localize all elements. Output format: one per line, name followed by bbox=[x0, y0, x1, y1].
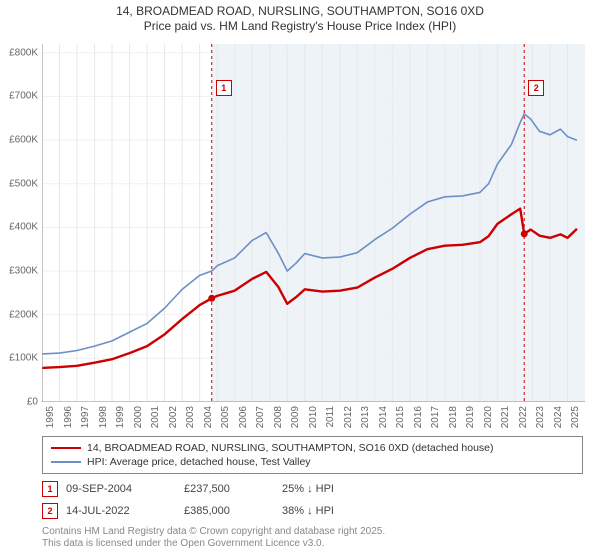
x-tick-label: 2012 bbox=[343, 406, 354, 428]
x-tick-label: 2005 bbox=[220, 406, 231, 428]
x-tick-label: 2002 bbox=[168, 406, 179, 428]
marker-badge-2: 2 bbox=[42, 503, 58, 519]
footer-line-2: This data is licensed under the Open Gov… bbox=[42, 538, 385, 550]
x-tick-label: 2003 bbox=[185, 406, 196, 428]
x-tick-label: 2000 bbox=[133, 406, 144, 428]
x-axis: 1995 1996 1997 1998 1999 2000 2001 2002 2003 2004… bbox=[42, 404, 585, 434]
x-tick-label: 2009 bbox=[290, 406, 301, 428]
x-tick-label: 2022 bbox=[518, 406, 529, 428]
sale-marker-badge: 2 bbox=[528, 80, 544, 96]
y-tick-label: £500K bbox=[9, 178, 38, 189]
x-tick-label: 2008 bbox=[273, 406, 284, 428]
x-tick-label: 2024 bbox=[553, 406, 564, 428]
y-tick-label: £800K bbox=[9, 47, 38, 58]
y-axis: £0£100K£200K£300K£400K£500K£600K£700K£80… bbox=[0, 44, 40, 402]
x-tick-label: 2023 bbox=[535, 406, 546, 428]
marker-row-1: 1 09-SEP-2004 £237,500 25% ↓ HPI bbox=[42, 478, 585, 500]
x-tick-label: 2004 bbox=[203, 406, 214, 428]
x-tick-label: 2020 bbox=[483, 406, 494, 428]
marker-row-2: 2 14-JUL-2022 £385,000 38% ↓ HPI bbox=[42, 500, 585, 522]
y-tick-label: £600K bbox=[9, 135, 38, 146]
title-line-1: 14, BROADMEAD ROAD, NURSLING, SOUTHAMPTO… bbox=[0, 4, 600, 19]
x-tick-label: 2014 bbox=[378, 406, 389, 428]
marker-pct-2: 38% ↓ HPI bbox=[282, 505, 392, 517]
y-tick-label: £200K bbox=[9, 309, 38, 320]
title-line-2: Price paid vs. HM Land Registry's House … bbox=[0, 19, 600, 34]
x-tick-label: 2019 bbox=[465, 406, 476, 428]
x-tick-label: 2011 bbox=[325, 406, 336, 428]
chart-container: 14, BROADMEAD ROAD, NURSLING, SOUTHAMPTO… bbox=[0, 0, 600, 560]
footer-note: Contains HM Land Registry data © Crown c… bbox=[42, 526, 385, 550]
y-tick-label: £100K bbox=[9, 353, 38, 364]
sale-marker-badge: 1 bbox=[216, 80, 232, 96]
markers-table: 1 09-SEP-2004 £237,500 25% ↓ HPI 2 14-JU… bbox=[42, 478, 585, 522]
marker-num-1: 1 bbox=[47, 484, 52, 494]
x-tick-label: 2001 bbox=[150, 406, 161, 428]
marker-date-1: 09-SEP-2004 bbox=[66, 483, 176, 495]
legend-swatch-1 bbox=[51, 447, 81, 449]
y-tick-label: £700K bbox=[9, 91, 38, 102]
plot-svg bbox=[42, 44, 585, 402]
x-tick-label: 2015 bbox=[395, 406, 406, 428]
legend: 14, BROADMEAD ROAD, NURSLING, SOUTHAMPTO… bbox=[42, 436, 583, 474]
footer-line-1: Contains HM Land Registry data © Crown c… bbox=[42, 526, 385, 538]
legend-swatch-2 bbox=[51, 461, 81, 463]
marker-price-2: £385,000 bbox=[184, 505, 274, 517]
marker-price-1: £237,500 bbox=[184, 483, 274, 495]
legend-label-2: HPI: Average price, detached house, Test… bbox=[87, 456, 311, 468]
x-tick-label: 2025 bbox=[570, 406, 581, 428]
x-tick-label: 2013 bbox=[360, 406, 371, 428]
x-tick-label: 2018 bbox=[448, 406, 459, 428]
marker-pct-1: 25% ↓ HPI bbox=[282, 483, 392, 495]
x-tick-label: 1996 bbox=[63, 406, 74, 428]
x-tick-label: 2016 bbox=[413, 406, 424, 428]
x-tick-label: 2017 bbox=[430, 406, 441, 428]
y-tick-label: £0 bbox=[27, 397, 38, 408]
legend-label-1: 14, BROADMEAD ROAD, NURSLING, SOUTHAMPTO… bbox=[87, 442, 494, 454]
x-tick-label: 2010 bbox=[308, 406, 319, 428]
x-tick-label: 2007 bbox=[255, 406, 266, 428]
plot-area: 12 bbox=[42, 44, 585, 402]
x-tick-label: 1999 bbox=[115, 406, 126, 428]
legend-row-1: 14, BROADMEAD ROAD, NURSLING, SOUTHAMPTO… bbox=[51, 441, 574, 455]
x-tick-label: 1998 bbox=[98, 406, 109, 428]
marker-badge-1: 1 bbox=[42, 481, 58, 497]
x-tick-label: 1995 bbox=[45, 406, 56, 428]
x-tick-label: 2006 bbox=[238, 406, 249, 428]
y-tick-label: £400K bbox=[9, 222, 38, 233]
marker-date-2: 14-JUL-2022 bbox=[66, 505, 176, 517]
legend-row-2: HPI: Average price, detached house, Test… bbox=[51, 455, 574, 469]
x-tick-label: 1997 bbox=[80, 406, 91, 428]
chart-title: 14, BROADMEAD ROAD, NURSLING, SOUTHAMPTO… bbox=[0, 0, 600, 34]
x-tick-label: 2021 bbox=[500, 406, 511, 428]
y-tick-label: £300K bbox=[9, 266, 38, 277]
marker-num-2: 2 bbox=[47, 506, 52, 516]
